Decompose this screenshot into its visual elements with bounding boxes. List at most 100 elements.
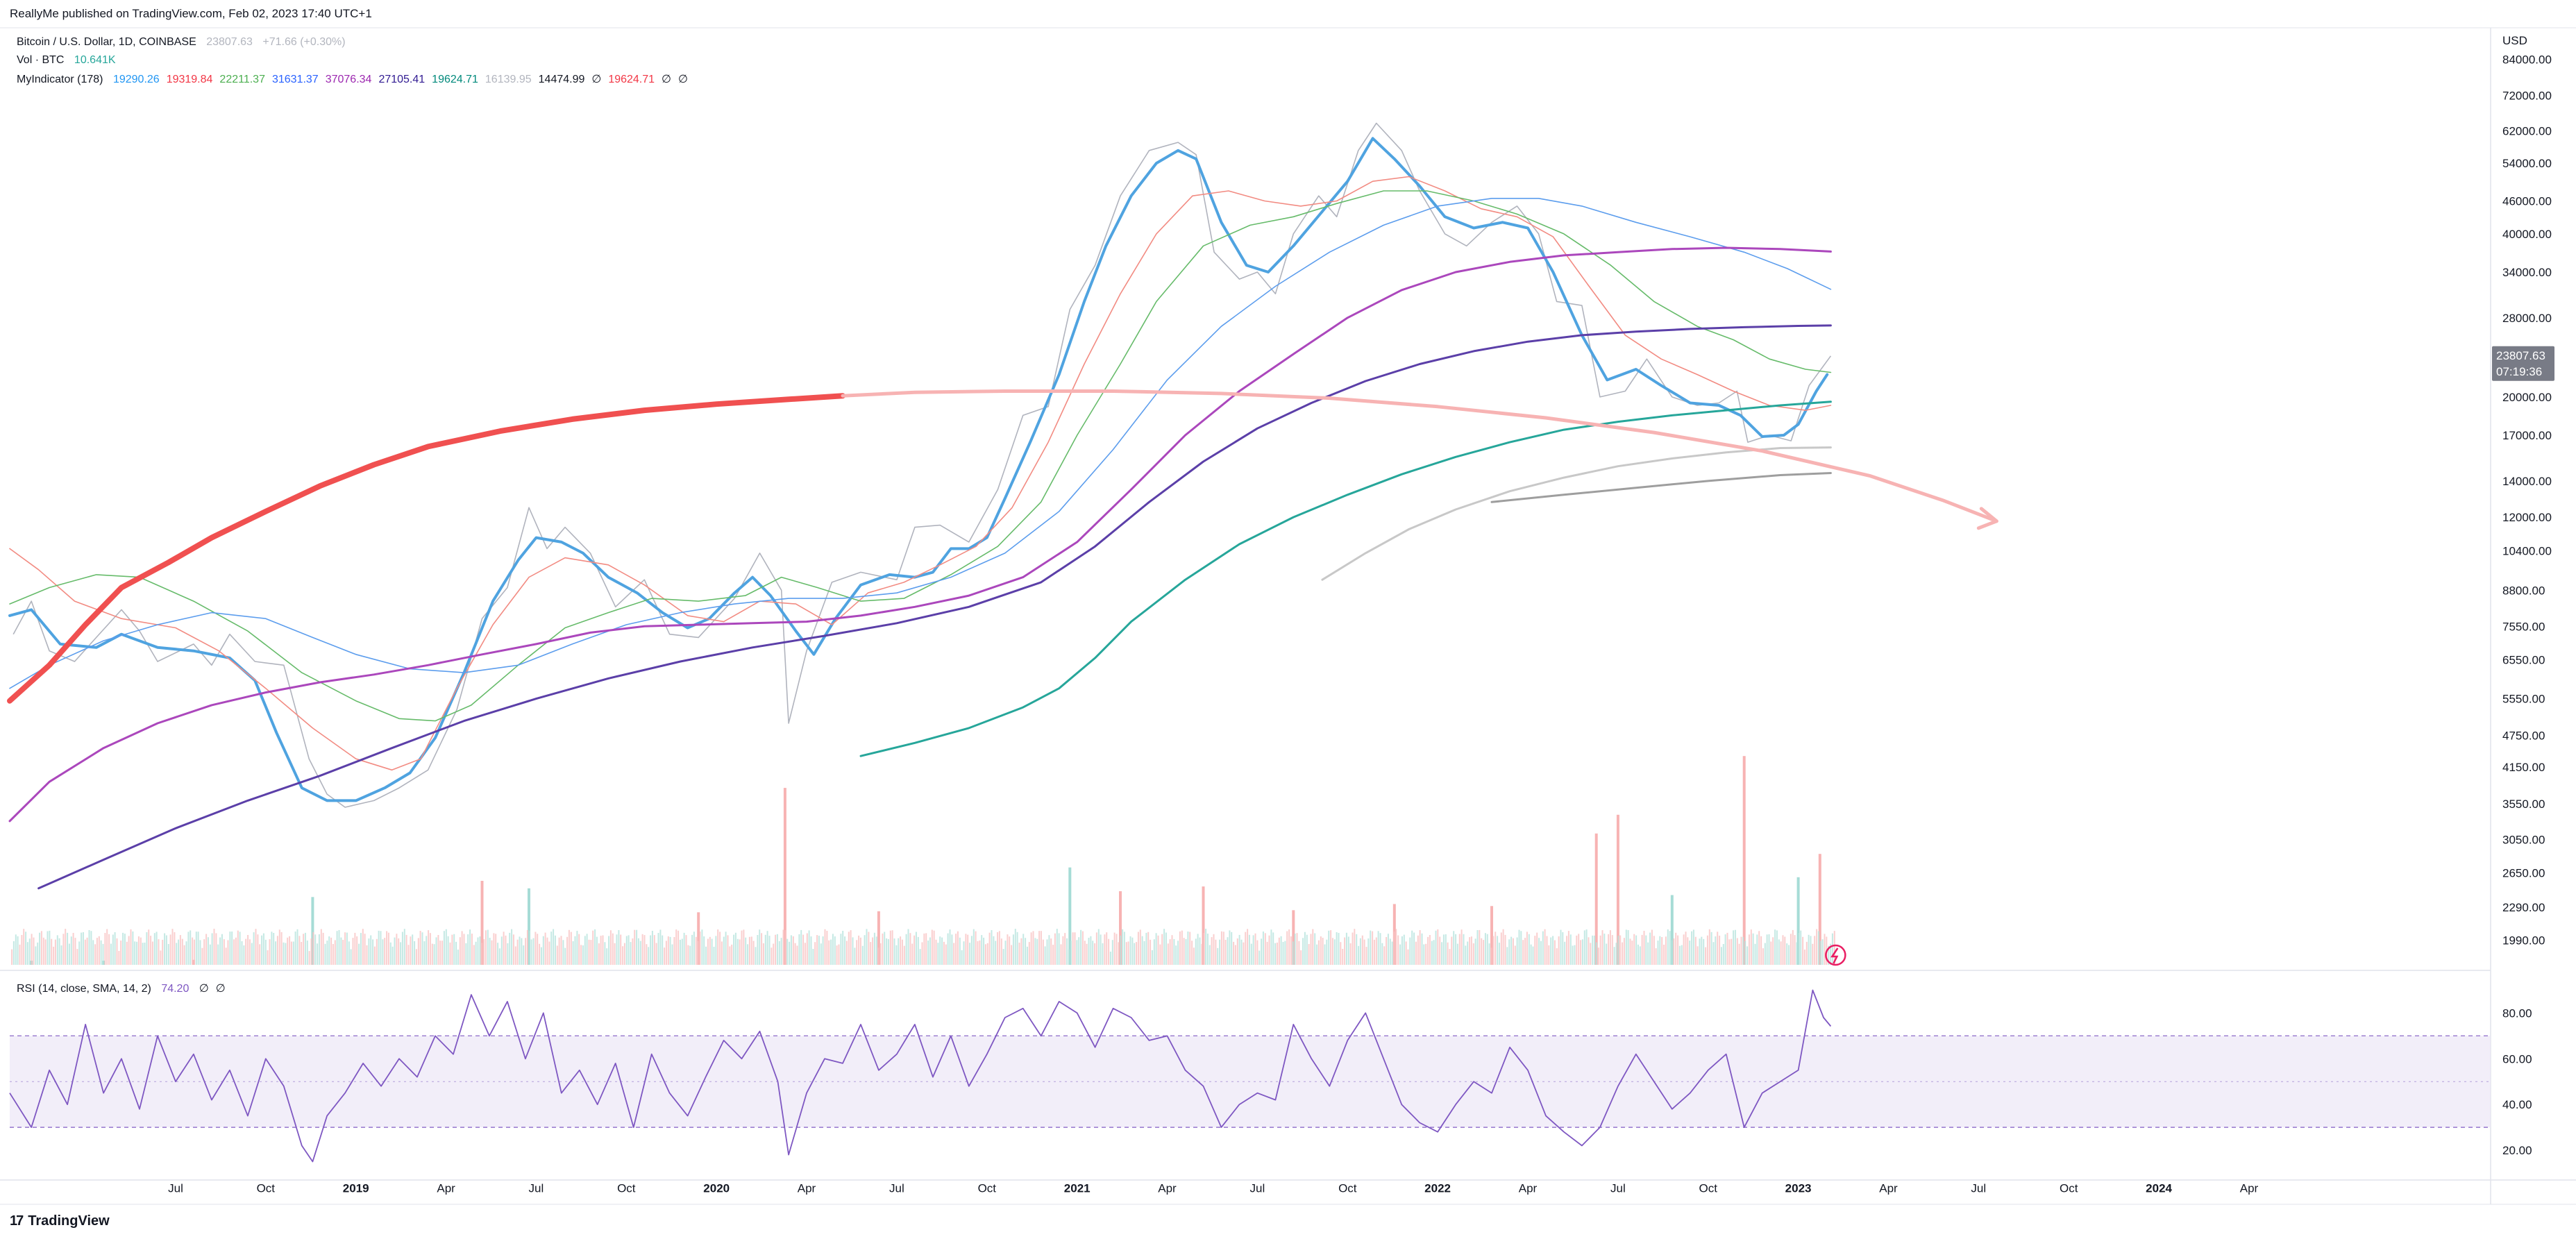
volume-bar [1645,935,1647,965]
volume-bar [211,933,213,965]
volume-bar [1776,930,1778,965]
volume-bar [1234,945,1236,965]
volume-bar [1403,934,1405,965]
volume-bar [1453,931,1455,965]
volume-bar [792,936,794,965]
volume-bar [1567,931,1569,965]
volume-bar [1042,939,1044,965]
volume-bar [102,943,104,965]
volume-bar [1266,941,1268,965]
volume-bar [1814,936,1816,965]
volume-bar [332,944,334,965]
volume-bar [1361,935,1363,965]
volume-bar [519,936,521,965]
volume-bar [110,943,112,965]
volume-bar [245,938,247,965]
volume-bar [866,929,868,965]
volume-bar [1595,942,1597,965]
volume-bar [969,943,971,965]
volume-bar [280,932,283,965]
volume-bar [227,940,229,965]
volume-bar [68,943,70,965]
volume-bar [1717,932,1719,965]
volume-bar [1550,937,1552,965]
volume-bar [1284,941,1286,965]
volume-bar [1569,934,1572,965]
volume-bar [1677,935,1679,965]
volume-bar [1657,941,1659,965]
time-axis-tick: Apr [1519,1181,1538,1195]
volume-bar [1831,933,1833,965]
volume-bar [308,951,310,965]
volume-bar [1790,934,1792,965]
volume-bar [169,934,171,965]
volume-bar [800,929,802,965]
volume-bar [1270,929,1272,965]
volume-bar [1520,931,1522,965]
legend-volume-row: Vol · BTC 10.641K [17,54,123,67]
volume-bar [884,932,886,965]
volume-bar [1330,930,1332,965]
volume-bar [1324,944,1326,965]
volume-bar [1081,931,1084,965]
volume-bar [1502,929,1504,965]
volume-bar [1139,929,1141,965]
volume-bar [1506,947,1508,965]
volume-bar [872,937,874,965]
price-axis-tick: 17000.00 [2502,429,2552,442]
volume-bar [1165,932,1167,965]
volume-bar [1744,941,1746,965]
volume-bar [1484,933,1486,965]
volume-bar [429,933,431,965]
volume-bar [1256,940,1258,965]
volume-bar [461,931,463,965]
volume-bar [19,944,21,965]
indicator-line [7,393,845,704]
volume-bar [748,936,750,965]
countdown-label: 07:19:36 [2496,365,2542,378]
volume-bar [1056,929,1058,965]
volume-bar [1514,945,1516,965]
volume-bar [407,945,410,965]
legend-indicator-label: MyIndicator (178) [17,74,103,85]
volume-bar [1476,930,1479,965]
volume-bar [1211,937,1213,965]
volume-bar [118,951,120,965]
volume-bar [1272,932,1274,965]
volume-bar [861,945,864,965]
volume-bar [1383,946,1386,965]
volume-bar [1552,936,1554,965]
volume-bar [1556,948,1558,965]
volume-bar [1201,943,1203,965]
volume-bar [828,940,830,965]
volume-bar [951,934,953,965]
volume-bar [229,932,231,965]
volume-bar [1209,945,1211,965]
volume-bar [886,938,888,965]
volume-bar [326,941,328,965]
volume-bar [261,935,263,965]
volume-bar [35,946,37,965]
volume-bar [1467,941,1469,965]
volume-bar [1597,947,1599,965]
volume-bar [1058,933,1060,965]
price-axis-tick: 20000.00 [2502,391,2552,404]
volume-bar [1052,945,1054,965]
volume-bar [1290,936,1292,965]
volume-bar [933,930,935,965]
volume-bar [725,932,727,965]
volume-bar [1833,931,1835,965]
volume-bar [1472,943,1474,965]
volume-bar [1405,941,1407,965]
volume-bar [1474,938,1476,965]
volume-bar [632,938,634,965]
volume-bar [1641,934,1643,965]
legend-rsi-label: RSI (14, close, SMA, 14, 2) [17,983,151,995]
volume-bar [344,932,346,965]
volume-bar [600,936,602,965]
volume-bar [1705,947,1707,965]
volume-bar [576,931,578,965]
volume-bar [1526,932,1528,965]
volume-bar [1268,935,1270,965]
